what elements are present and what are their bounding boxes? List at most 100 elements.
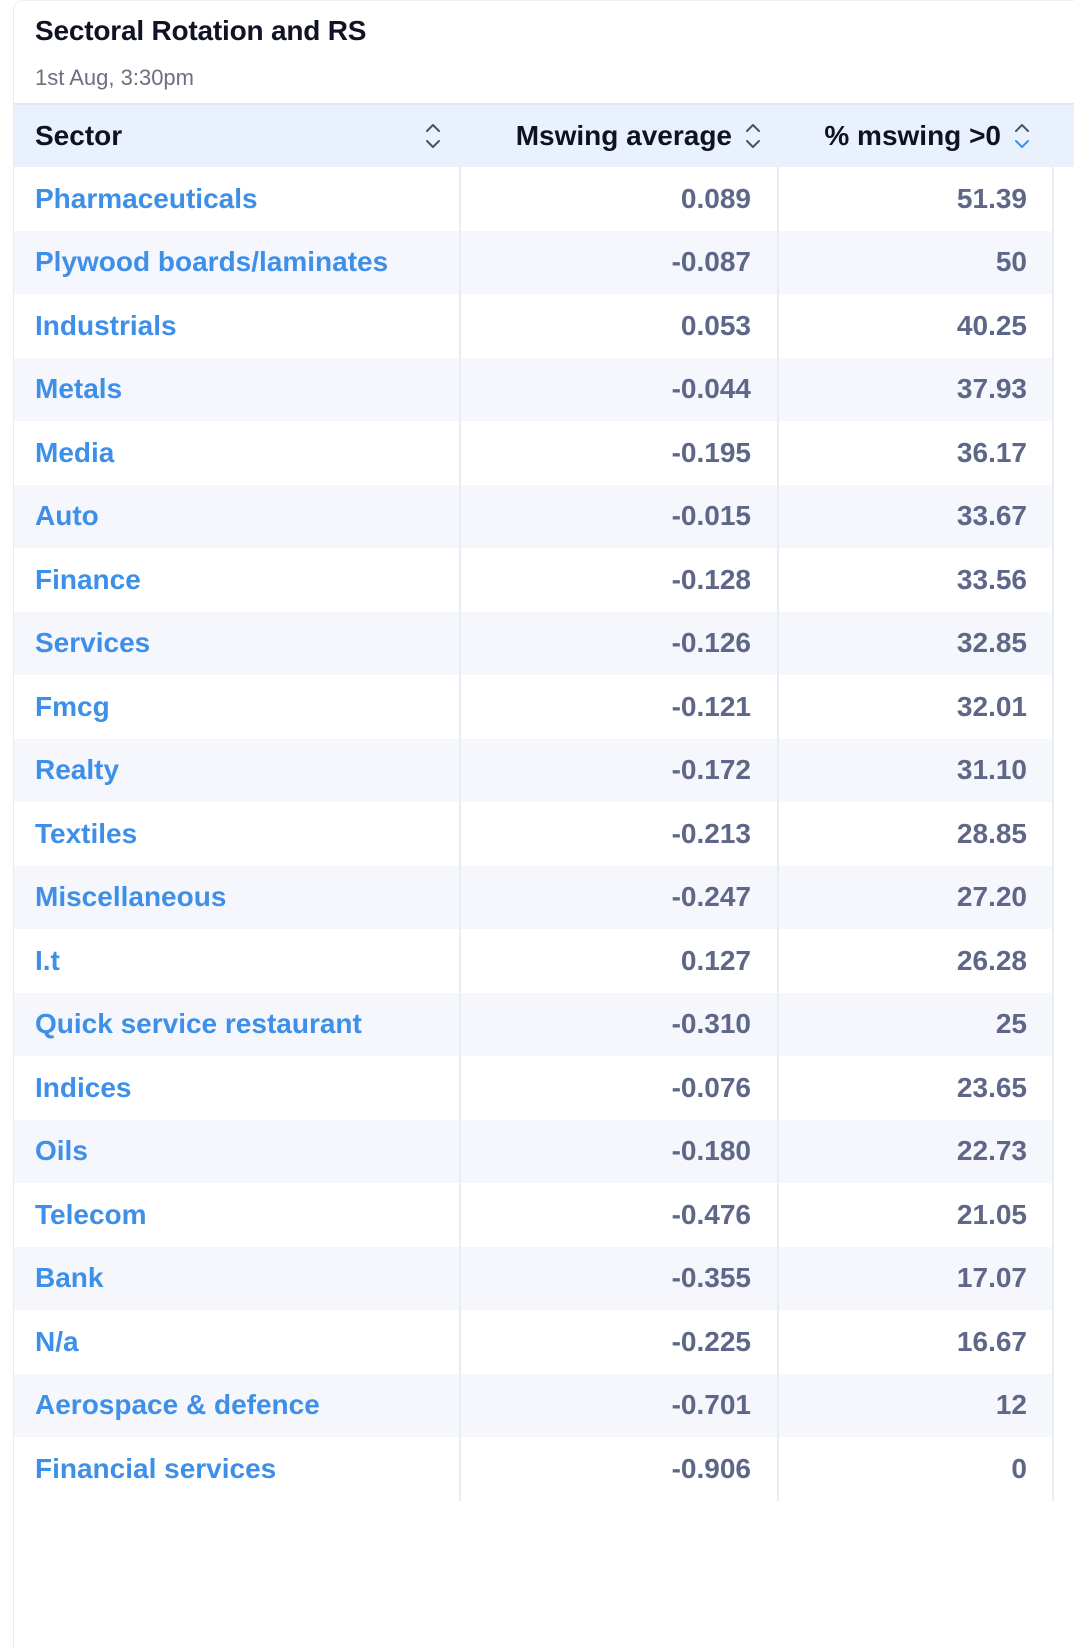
row-overflow-cell [1053, 1437, 1074, 1501]
sector-link[interactable]: Oils [14, 1119, 461, 1183]
table-row: Miscellaneous -0.247 27.20 [14, 865, 1074, 929]
sector-link[interactable]: Telecom [14, 1183, 461, 1247]
pct-mswing-value: 37.93 [778, 357, 1054, 421]
row-overflow-cell [1053, 167, 1074, 231]
mswing-average-value: -0.225 [460, 1310, 779, 1374]
pct-mswing-value: 23.65 [778, 1056, 1054, 1120]
sort-updown-active-icon[interactable] [1011, 118, 1033, 154]
row-overflow-cell [1053, 484, 1074, 548]
row-overflow-cell [1053, 992, 1074, 1056]
table-row: Indices -0.076 23.65 [14, 1056, 1074, 1120]
row-overflow-cell [1053, 865, 1074, 929]
sector-link[interactable]: Quick service restaurant [14, 992, 461, 1056]
table-row: Realty -0.172 31.10 [14, 738, 1074, 802]
row-overflow-cell [1053, 1183, 1074, 1247]
sector-link[interactable]: N/a [14, 1310, 461, 1374]
pct-mswing-value: 31.10 [778, 738, 1054, 802]
row-overflow-cell [1053, 1246, 1074, 1310]
table-row: Telecom -0.476 21.05 [14, 1183, 1074, 1247]
sector-link[interactable]: Finance [14, 548, 461, 612]
sector-link[interactable]: Financial services [14, 1437, 461, 1501]
pct-mswing-value: 28.85 [778, 802, 1054, 866]
mswing-average-value: 0.053 [460, 294, 779, 358]
table-row: N/a -0.225 16.67 [14, 1310, 1074, 1374]
mswing-average-value: -0.128 [460, 548, 779, 612]
pct-mswing-value: 26.28 [778, 929, 1054, 993]
row-overflow-cell [1053, 294, 1074, 358]
column-header-label: % mswing >0 [824, 120, 1001, 151]
row-overflow-cell [1053, 1373, 1074, 1437]
row-overflow-cell [1053, 1056, 1074, 1120]
mswing-average-value: -0.195 [460, 421, 779, 485]
pct-mswing-value: 22.73 [778, 1119, 1054, 1183]
sector-link[interactable]: Industrials [14, 294, 461, 358]
table-row: Oils -0.180 22.73 [14, 1119, 1074, 1183]
sector-link[interactable]: Services [14, 611, 461, 675]
sector-link[interactable]: Auto [14, 484, 461, 548]
sort-updown-icon[interactable] [422, 118, 444, 154]
row-overflow-cell [1053, 421, 1074, 485]
row-overflow-cell [1053, 1310, 1074, 1374]
table-row: Metals -0.044 37.93 [14, 357, 1074, 421]
row-overflow-cell [1053, 548, 1074, 612]
mswing-average-value: 0.089 [460, 167, 779, 231]
sector-link[interactable]: Textiles [14, 802, 461, 866]
mswing-average-value: -0.310 [460, 992, 779, 1056]
row-overflow-cell [1053, 1119, 1074, 1183]
table-row: Fmcg -0.121 32.01 [14, 675, 1074, 739]
column-header-sector[interactable]: Sector [14, 105, 460, 167]
pct-mswing-value: 12 [778, 1373, 1054, 1437]
table-row: I.t 0.127 26.28 [14, 929, 1074, 993]
table-row: Finance -0.128 33.56 [14, 548, 1074, 612]
card-header: Sectoral Rotation and RS 1st Aug, 3:30pm [14, 1, 1074, 105]
column-header-mswing-average[interactable]: Mswing average [460, 105, 778, 167]
sector-link[interactable]: I.t [14, 929, 461, 993]
row-overflow-cell [1053, 357, 1074, 421]
row-overflow-cell [1053, 929, 1074, 993]
pct-mswing-value: 0 [778, 1437, 1054, 1501]
sector-table: Sector Mswing average [14, 105, 1074, 1501]
pct-mswing-value: 33.67 [778, 484, 1054, 548]
table-header-row: Sector Mswing average [14, 105, 1074, 167]
pct-mswing-value: 21.05 [778, 1183, 1054, 1247]
row-overflow-cell [1053, 611, 1074, 675]
mswing-average-value: -0.247 [460, 865, 779, 929]
table-row: Financial services -0.906 0 [14, 1437, 1074, 1501]
table-row: Aerospace & defence -0.701 12 [14, 1373, 1074, 1437]
sector-link[interactable]: Media [14, 421, 461, 485]
mswing-average-value: -0.087 [460, 230, 779, 294]
sector-link[interactable]: Plywood boards/laminates [14, 230, 461, 294]
sector-link[interactable]: Realty [14, 738, 461, 802]
sector-link[interactable]: Pharmaceuticals [14, 167, 461, 231]
mswing-average-value: 0.127 [460, 929, 779, 993]
row-overflow-cell [1053, 675, 1074, 739]
pct-mswing-value: 50 [778, 230, 1054, 294]
table-row: Plywood boards/laminates -0.087 50 [14, 230, 1074, 294]
row-overflow-cell [1053, 738, 1074, 802]
mswing-average-value: -0.355 [460, 1246, 779, 1310]
mswing-average-value: -0.906 [460, 1437, 779, 1501]
card-timestamp: 1st Aug, 3:30pm [35, 65, 194, 90]
sector-link[interactable]: Miscellaneous [14, 865, 461, 929]
table-row: Industrials 0.053 40.25 [14, 294, 1074, 358]
column-header-pct-mswing[interactable]: % mswing >0 [778, 105, 1053, 167]
mswing-average-value: -0.172 [460, 738, 779, 802]
sector-link[interactable]: Metals [14, 357, 461, 421]
pct-mswing-value: 51.39 [778, 167, 1054, 231]
mswing-average-value: -0.180 [460, 1119, 779, 1183]
mswing-average-value: -0.015 [460, 484, 779, 548]
mswing-average-value: -0.701 [460, 1373, 779, 1437]
sector-link[interactable]: Bank [14, 1246, 461, 1310]
sector-link[interactable]: Indices [14, 1056, 461, 1120]
mswing-average-value: -0.121 [460, 675, 779, 739]
sort-updown-icon[interactable] [742, 118, 764, 154]
row-overflow-cell [1053, 802, 1074, 866]
mswing-average-value: -0.076 [460, 1056, 779, 1120]
table-row: Textiles -0.213 28.85 [14, 802, 1074, 866]
table-row: Services -0.126 32.85 [14, 611, 1074, 675]
column-header-overflow [1053, 105, 1074, 167]
pct-mswing-value: 16.67 [778, 1310, 1054, 1374]
sector-link[interactable]: Fmcg [14, 675, 461, 739]
sector-link[interactable]: Aerospace & defence [14, 1373, 461, 1437]
column-header-label: Mswing average [515, 120, 732, 151]
